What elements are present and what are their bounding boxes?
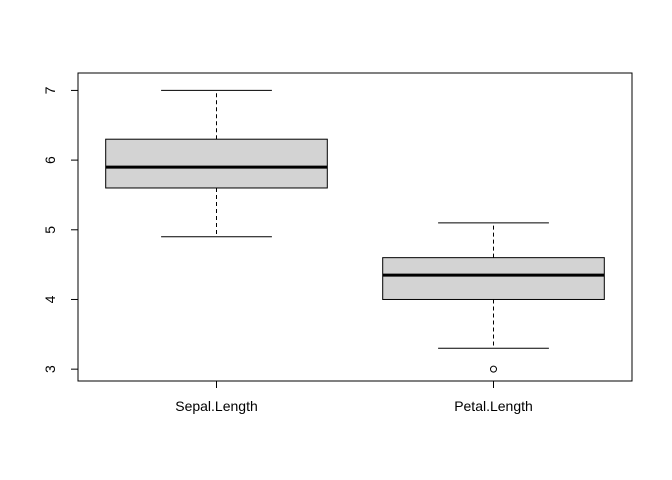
y-axis: 3 4 5 6 7 [42,86,79,373]
y-tick-label: 6 [42,156,58,164]
y-tick-label: 3 [42,365,58,373]
outlier-point [490,365,497,373]
box-Petal.Length [382,222,605,373]
iqr-box [382,257,605,300]
x-tick-label: Petal.Length [454,398,533,414]
x-axis: Sepal.Length Petal.Length [175,380,533,414]
boxes-layer [105,89,605,373]
plot-frame [77,72,633,382]
box-Sepal.Length [105,89,328,238]
y-tick-label: 5 [42,226,58,234]
x-tick-label: Sepal.Length [175,398,258,414]
y-tick-label: 4 [42,295,58,303]
y-tick-label: 7 [42,86,58,94]
iqr-box [105,138,328,189]
